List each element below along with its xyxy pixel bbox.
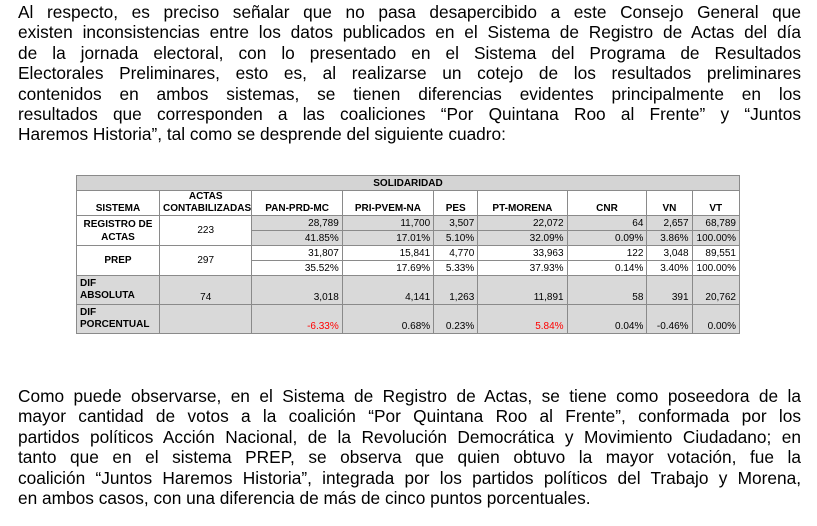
dif-porcentual-actas-empty [158,304,253,334]
table-cell: 122 [566,245,648,261]
header-actas-line2: CONTABILIZADAS [162,203,252,214]
table-cell: 35.52% [251,260,343,276]
header-actas-line1: ACTAS [188,191,223,203]
table-cell: 3,018 [251,275,343,305]
table-cell: 391 [646,275,693,305]
row-label-dif-porcentual-line1: DIF [80,307,97,318]
paragraph-line: partidos políticos Acción Nacional, de l… [18,426,801,447]
table-cell: 15,841 [341,245,435,261]
table-cell: 5.33% [433,260,479,276]
row-label-dif-porcentual: DIF PORCENTUAL [76,304,160,334]
table-cell: 2,657 [646,215,693,231]
paragraph-line: Haremos Historia”, tal como se desprende… [18,124,506,145]
results-table: SOLIDARIDAD SISTEMA ACTAS CONTABILIZADAS… [76,175,741,334]
header-pri-pvem-na: PRI-PVEM-NA [341,190,435,216]
registro-actas: 223 [158,215,253,246]
row-label-dif-porcentual-line2: PORCENTUAL [80,319,150,330]
table-cell: 3.86% [646,230,693,246]
table-cell: 17.01% [341,230,435,246]
table-cell: 37.93% [477,260,568,276]
header-actas: ACTAS CONTABILIZADAS [158,190,253,216]
header-cnr: CNR [566,190,648,216]
table-cell: 5.10% [433,230,479,246]
table-cell: 0.04% [566,304,648,334]
table-cell: 68,789 [691,215,741,231]
table-cell: 4,141 [341,275,435,305]
table-cell: 17.69% [341,260,435,276]
header-vt: VT [691,190,741,216]
table-cell: 0.00% [691,304,741,334]
paragraph-line: de la jornada electoral, con lo presenta… [18,42,801,63]
table-title: SOLIDARIDAD [76,175,740,191]
table-cell: 22,072 [477,215,568,231]
paragraph-line: tanto que en el sistema PREP, se observa… [18,447,801,468]
table-row-prep-votes: PREP 297 31,807 15,841 4,770 33,963 122 … [76,245,741,276]
table-cell: 0.23% [433,304,479,334]
paragraph-line: resultados que corresponden a las coalic… [18,104,801,125]
header-vn: VN [646,190,693,216]
header-sistema: SISTEMA [76,190,160,216]
table-cell: 41.85% [251,230,343,246]
row-label-dif-absoluta: DIF ABSOLUTA [76,275,160,305]
results-table-container: SOLIDARIDAD SISTEMA ACTAS CONTABILIZADAS… [76,175,741,334]
table-cell: 20,762 [691,275,741,305]
paragraph-line: Como puede observarse, en el Sistema de … [18,386,801,406]
row-label-registro: REGISTRO DE ACTAS [76,215,160,246]
table-cell: 31,807 [251,245,343,261]
table-cell: 1,263 [433,275,479,305]
paragraph-line: mayor cantidad de votos a la coalición “… [18,406,801,427]
table-cell: 58 [566,275,648,305]
table-cell: 0.14% [566,260,648,276]
table-cell: 33,963 [477,245,568,261]
table-cell: 3.40% [646,260,693,276]
table-row-prep-pct: 35.52% 17.69% 5.33% 37.93% 0.14% 3.40% 1… [77,260,741,276]
table-cell: 100.00% [691,230,741,246]
paragraph-intro: Al respecto, es preciso señalar que no p… [18,2,801,145]
paragraph-line: Al respecto, es preciso señalar que no p… [18,2,801,22]
dif-absoluta-actas: 74 [158,275,253,305]
table-cell: 11,700 [341,215,435,231]
table-row-dif-porcentual: DIF PORCENTUAL -6.33% 0.68% 0.23% 5.84% … [76,304,741,334]
table-cell-highlight: 5.84% [477,304,568,334]
row-label-registro-line1: REGISTRO DE [83,218,153,230]
paragraph-line: existen inconsistencias entre los datos … [18,22,801,43]
paragraph-analysis: Como puede observarse, en el Sistema de … [18,386,801,508]
prep-actas: 297 [158,245,253,276]
table-cell: 11,891 [477,275,568,305]
paragraph-line: en ambos casos, con una diferencia de má… [18,488,591,509]
table-cell: 89,551 [691,245,741,261]
table-cell: 64 [566,215,648,231]
table-row-registro-votes: REGISTRO DE ACTAS 223 28,789 11,700 3,50… [76,215,741,246]
table-cell: 0.68% [341,304,435,334]
row-label-dif-absoluta-line1: DIF [80,278,97,289]
paragraph-line: coalición “Juntos Haremos Historia”, int… [18,467,801,488]
paragraph-line: contenidos en ambos sistemas, se tienen … [18,83,801,104]
header-pes: PES [433,190,479,216]
header-pt-morena: PT-MORENA [477,190,568,216]
table-cell: 0.09% [566,230,648,246]
row-label-prep: PREP [76,245,160,276]
table-cell: 3,048 [646,245,693,261]
paragraph-line: Electorales Preliminares, esto es, al re… [18,63,801,84]
table-row-dif-absoluta: DIF ABSOLUTA 74 3,018 4,141 1,263 11,891… [76,275,741,305]
table-cell: 3,507 [433,215,479,231]
row-label-registro-line2: ACTAS [101,231,135,243]
row-label-dif-absoluta-line2: ABSOLUTA [80,290,135,301]
header-pan-prd-mc: PAN-PRD-MC [251,190,343,216]
table-cell: 100.00% [691,260,741,276]
table-cell: 28,789 [251,215,343,231]
table-cell-highlight: -6.33% [251,304,343,334]
table-cell: -0.46% [646,304,693,334]
table-cell: 4,770 [433,245,479,261]
table-cell: 32.09% [477,230,568,246]
